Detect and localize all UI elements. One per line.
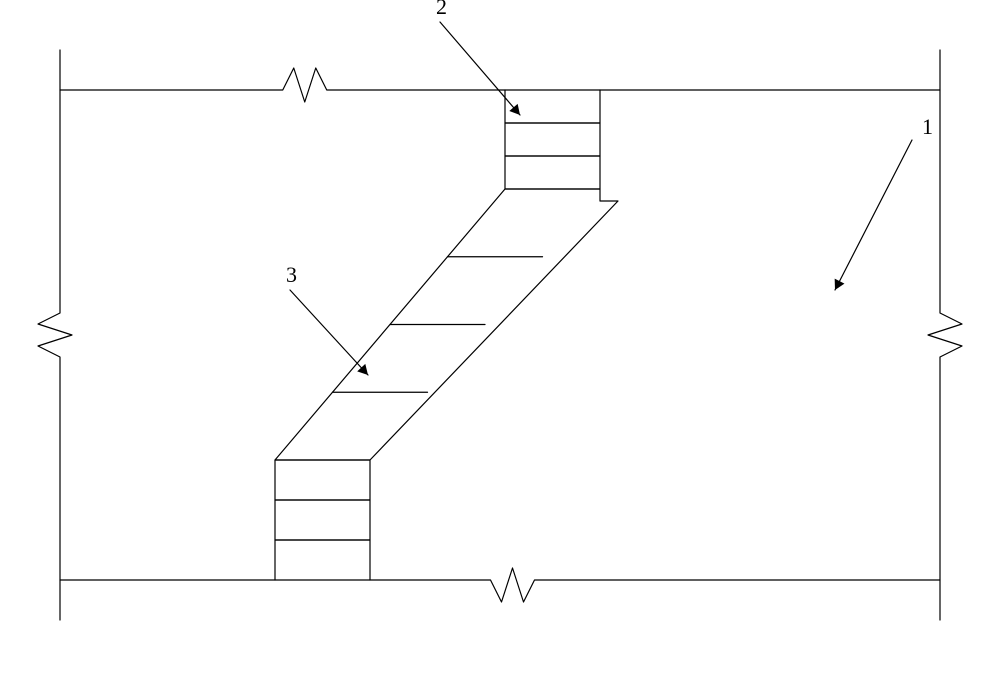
outer-frame xyxy=(38,50,962,620)
step-structure xyxy=(275,90,618,580)
technical-drawing: 1 2 3 xyxy=(0,0,1000,675)
label-2: 2 xyxy=(436,0,447,19)
leader-lines xyxy=(290,22,912,375)
label-3: 3 xyxy=(286,262,297,287)
labels: 1 2 3 xyxy=(286,0,933,287)
label-1: 1 xyxy=(922,114,933,139)
